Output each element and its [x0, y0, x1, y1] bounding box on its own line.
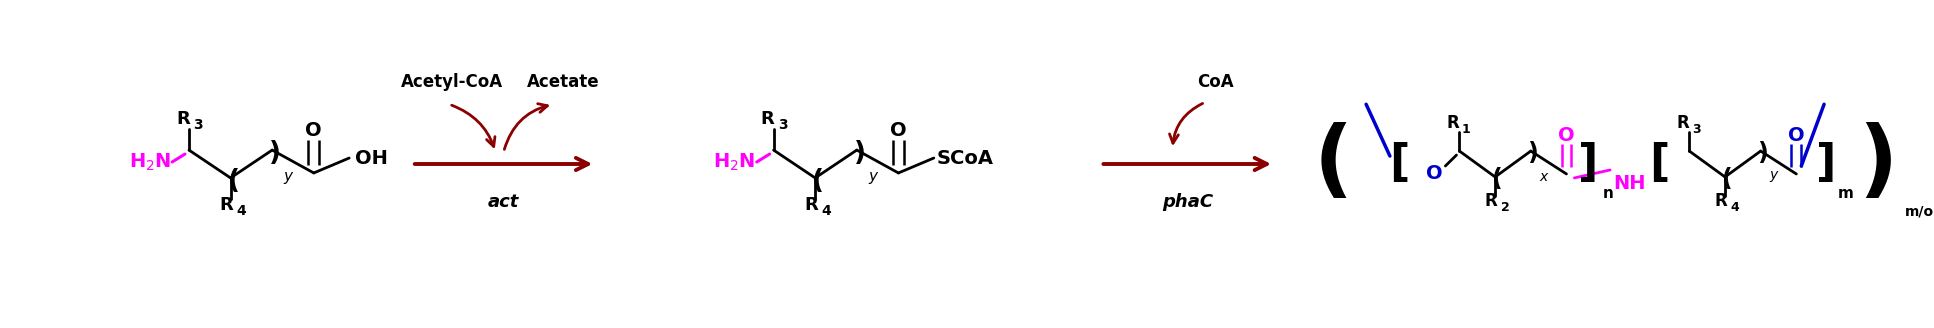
- Text: ]: ]: [1816, 142, 1835, 186]
- Text: 3: 3: [777, 118, 787, 133]
- Text: (: (: [1721, 167, 1733, 191]
- Text: R: R: [1677, 114, 1688, 132]
- Text: 4: 4: [1731, 201, 1739, 214]
- Text: O: O: [1559, 126, 1574, 145]
- Text: O: O: [890, 121, 907, 140]
- Text: 2: 2: [1501, 201, 1509, 214]
- Text: 4: 4: [822, 204, 832, 218]
- Text: R: R: [1485, 192, 1497, 210]
- Text: H$_2$N: H$_2$N: [130, 151, 170, 173]
- Text: [: [: [1391, 142, 1410, 186]
- Text: ): ): [1758, 141, 1768, 165]
- Text: 1: 1: [1462, 123, 1470, 135]
- Text: R: R: [1715, 192, 1727, 210]
- Text: 4: 4: [236, 204, 246, 218]
- Text: O: O: [1789, 126, 1804, 145]
- Text: OH: OH: [354, 149, 387, 168]
- Text: act: act: [487, 193, 518, 211]
- Text: O: O: [1425, 164, 1443, 183]
- Text: (: (: [1491, 167, 1503, 191]
- Text: [: [: [1650, 142, 1669, 186]
- Text: Acetate: Acetate: [526, 73, 600, 91]
- Text: O: O: [306, 121, 323, 140]
- Text: (: (: [812, 168, 824, 194]
- Text: CoA: CoA: [1197, 73, 1234, 91]
- Text: (: (: [1313, 122, 1354, 206]
- Text: ): ): [269, 140, 280, 166]
- Text: R: R: [220, 196, 234, 214]
- Text: $y$: $y$: [868, 170, 880, 186]
- Text: SCoA: SCoA: [936, 149, 994, 168]
- Text: m/o: m/o: [1905, 205, 1934, 219]
- Text: ): ): [1528, 141, 1538, 165]
- Text: $x$: $x$: [1539, 170, 1549, 184]
- Text: R: R: [805, 196, 818, 214]
- Text: R: R: [1447, 114, 1458, 132]
- Text: R: R: [760, 111, 774, 128]
- Text: 3: 3: [193, 118, 203, 133]
- Text: $y$: $y$: [282, 170, 294, 186]
- Text: phaC: phaC: [1162, 193, 1213, 211]
- Text: R: R: [176, 111, 190, 128]
- Text: 3: 3: [1692, 123, 1700, 135]
- Text: n: n: [1603, 186, 1613, 201]
- Text: H$_2$N: H$_2$N: [714, 151, 756, 173]
- Text: NH: NH: [1613, 174, 1646, 194]
- Text: ): ): [1859, 122, 1897, 206]
- Text: ]: ]: [1578, 142, 1599, 186]
- Text: Acetyl-CoA: Acetyl-CoA: [400, 73, 503, 91]
- Text: (: (: [228, 168, 240, 194]
- Text: $y$: $y$: [1770, 170, 1779, 184]
- Text: m: m: [1837, 186, 1855, 201]
- Text: ): ): [853, 140, 866, 166]
